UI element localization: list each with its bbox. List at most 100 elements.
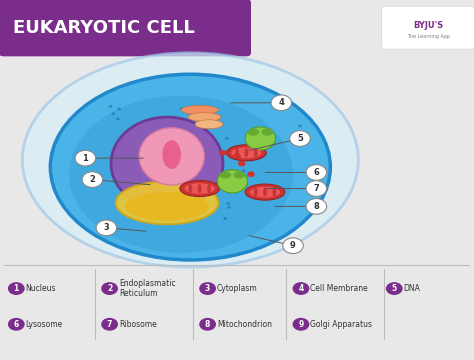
Text: 7: 7 — [107, 320, 112, 329]
Ellipse shape — [189, 184, 192, 193]
Text: 8: 8 — [205, 320, 210, 329]
Circle shape — [196, 127, 200, 130]
Text: 3: 3 — [103, 223, 109, 232]
Circle shape — [386, 282, 402, 295]
Circle shape — [75, 150, 96, 166]
Circle shape — [225, 137, 229, 140]
Text: EUKARYOTIC CELL: EUKARYOTIC CELL — [13, 19, 195, 37]
Circle shape — [227, 206, 231, 209]
Circle shape — [306, 198, 327, 214]
Text: 6: 6 — [313, 168, 319, 177]
Text: Lysosome: Lysosome — [26, 320, 63, 329]
Ellipse shape — [263, 188, 267, 197]
Ellipse shape — [217, 170, 247, 193]
Circle shape — [271, 95, 292, 111]
Ellipse shape — [188, 113, 221, 122]
Text: 4: 4 — [298, 284, 303, 293]
Circle shape — [223, 217, 227, 220]
Ellipse shape — [254, 148, 257, 157]
Circle shape — [101, 282, 118, 295]
FancyBboxPatch shape — [382, 6, 474, 49]
Ellipse shape — [250, 187, 280, 198]
Ellipse shape — [273, 188, 276, 197]
Circle shape — [214, 201, 218, 203]
Text: DNA: DNA — [403, 284, 420, 293]
Text: 6: 6 — [14, 320, 19, 329]
Circle shape — [283, 238, 303, 253]
Circle shape — [180, 107, 183, 110]
Ellipse shape — [195, 120, 223, 129]
Text: 2: 2 — [90, 175, 95, 184]
Ellipse shape — [262, 129, 273, 136]
Circle shape — [199, 318, 216, 331]
Ellipse shape — [245, 184, 285, 200]
Circle shape — [136, 204, 139, 207]
Ellipse shape — [50, 74, 330, 260]
Ellipse shape — [181, 105, 219, 114]
Circle shape — [141, 201, 145, 203]
Circle shape — [199, 282, 216, 295]
Ellipse shape — [139, 128, 204, 185]
Circle shape — [8, 318, 25, 331]
Circle shape — [233, 153, 241, 159]
Circle shape — [306, 165, 327, 180]
Ellipse shape — [227, 145, 266, 161]
FancyBboxPatch shape — [0, 0, 251, 57]
Circle shape — [272, 197, 275, 200]
Circle shape — [8, 282, 25, 295]
Circle shape — [101, 318, 118, 331]
Ellipse shape — [231, 148, 262, 158]
Ellipse shape — [254, 188, 257, 197]
Ellipse shape — [245, 127, 275, 150]
Ellipse shape — [69, 96, 293, 253]
Circle shape — [129, 163, 133, 166]
Text: 5: 5 — [392, 284, 397, 293]
Ellipse shape — [184, 183, 215, 194]
Text: Cytoplasm: Cytoplasm — [217, 284, 258, 293]
Circle shape — [227, 202, 230, 205]
Ellipse shape — [198, 184, 201, 193]
Ellipse shape — [22, 53, 358, 267]
Circle shape — [292, 318, 310, 331]
Text: Endoplasmatic
Reticulum: Endoplasmatic Reticulum — [119, 279, 175, 298]
Circle shape — [306, 181, 327, 197]
Ellipse shape — [207, 184, 211, 193]
Text: 2: 2 — [107, 284, 112, 293]
Text: 1: 1 — [82, 154, 88, 163]
Ellipse shape — [162, 140, 181, 169]
Text: 3: 3 — [205, 284, 210, 293]
Circle shape — [116, 118, 120, 121]
Text: Golgi Apparatus: Golgi Apparatus — [310, 320, 372, 329]
Circle shape — [238, 161, 246, 166]
Circle shape — [298, 125, 302, 127]
Ellipse shape — [116, 181, 219, 224]
Text: Ribosome: Ribosome — [119, 320, 157, 329]
Ellipse shape — [125, 192, 209, 221]
Text: The Learning App: The Learning App — [407, 34, 450, 39]
Ellipse shape — [247, 129, 259, 136]
Circle shape — [191, 188, 195, 190]
Circle shape — [219, 150, 227, 156]
Circle shape — [109, 105, 112, 108]
Text: 9: 9 — [298, 320, 303, 329]
Circle shape — [165, 159, 169, 162]
Ellipse shape — [219, 171, 231, 179]
Circle shape — [165, 211, 169, 214]
Circle shape — [292, 282, 310, 295]
Text: 4: 4 — [278, 98, 284, 107]
Text: 1: 1 — [14, 284, 19, 293]
Text: Mitochondrion: Mitochondrion — [217, 320, 272, 329]
Circle shape — [118, 108, 121, 111]
Circle shape — [145, 160, 148, 163]
Text: 5: 5 — [297, 134, 303, 143]
Circle shape — [163, 178, 167, 181]
Ellipse shape — [234, 171, 245, 179]
Circle shape — [167, 159, 171, 162]
Circle shape — [156, 142, 160, 145]
Circle shape — [82, 172, 102, 188]
Circle shape — [290, 131, 310, 147]
Ellipse shape — [235, 148, 239, 157]
Ellipse shape — [111, 117, 223, 210]
Text: Nucleus: Nucleus — [26, 284, 56, 293]
Circle shape — [251, 150, 255, 153]
